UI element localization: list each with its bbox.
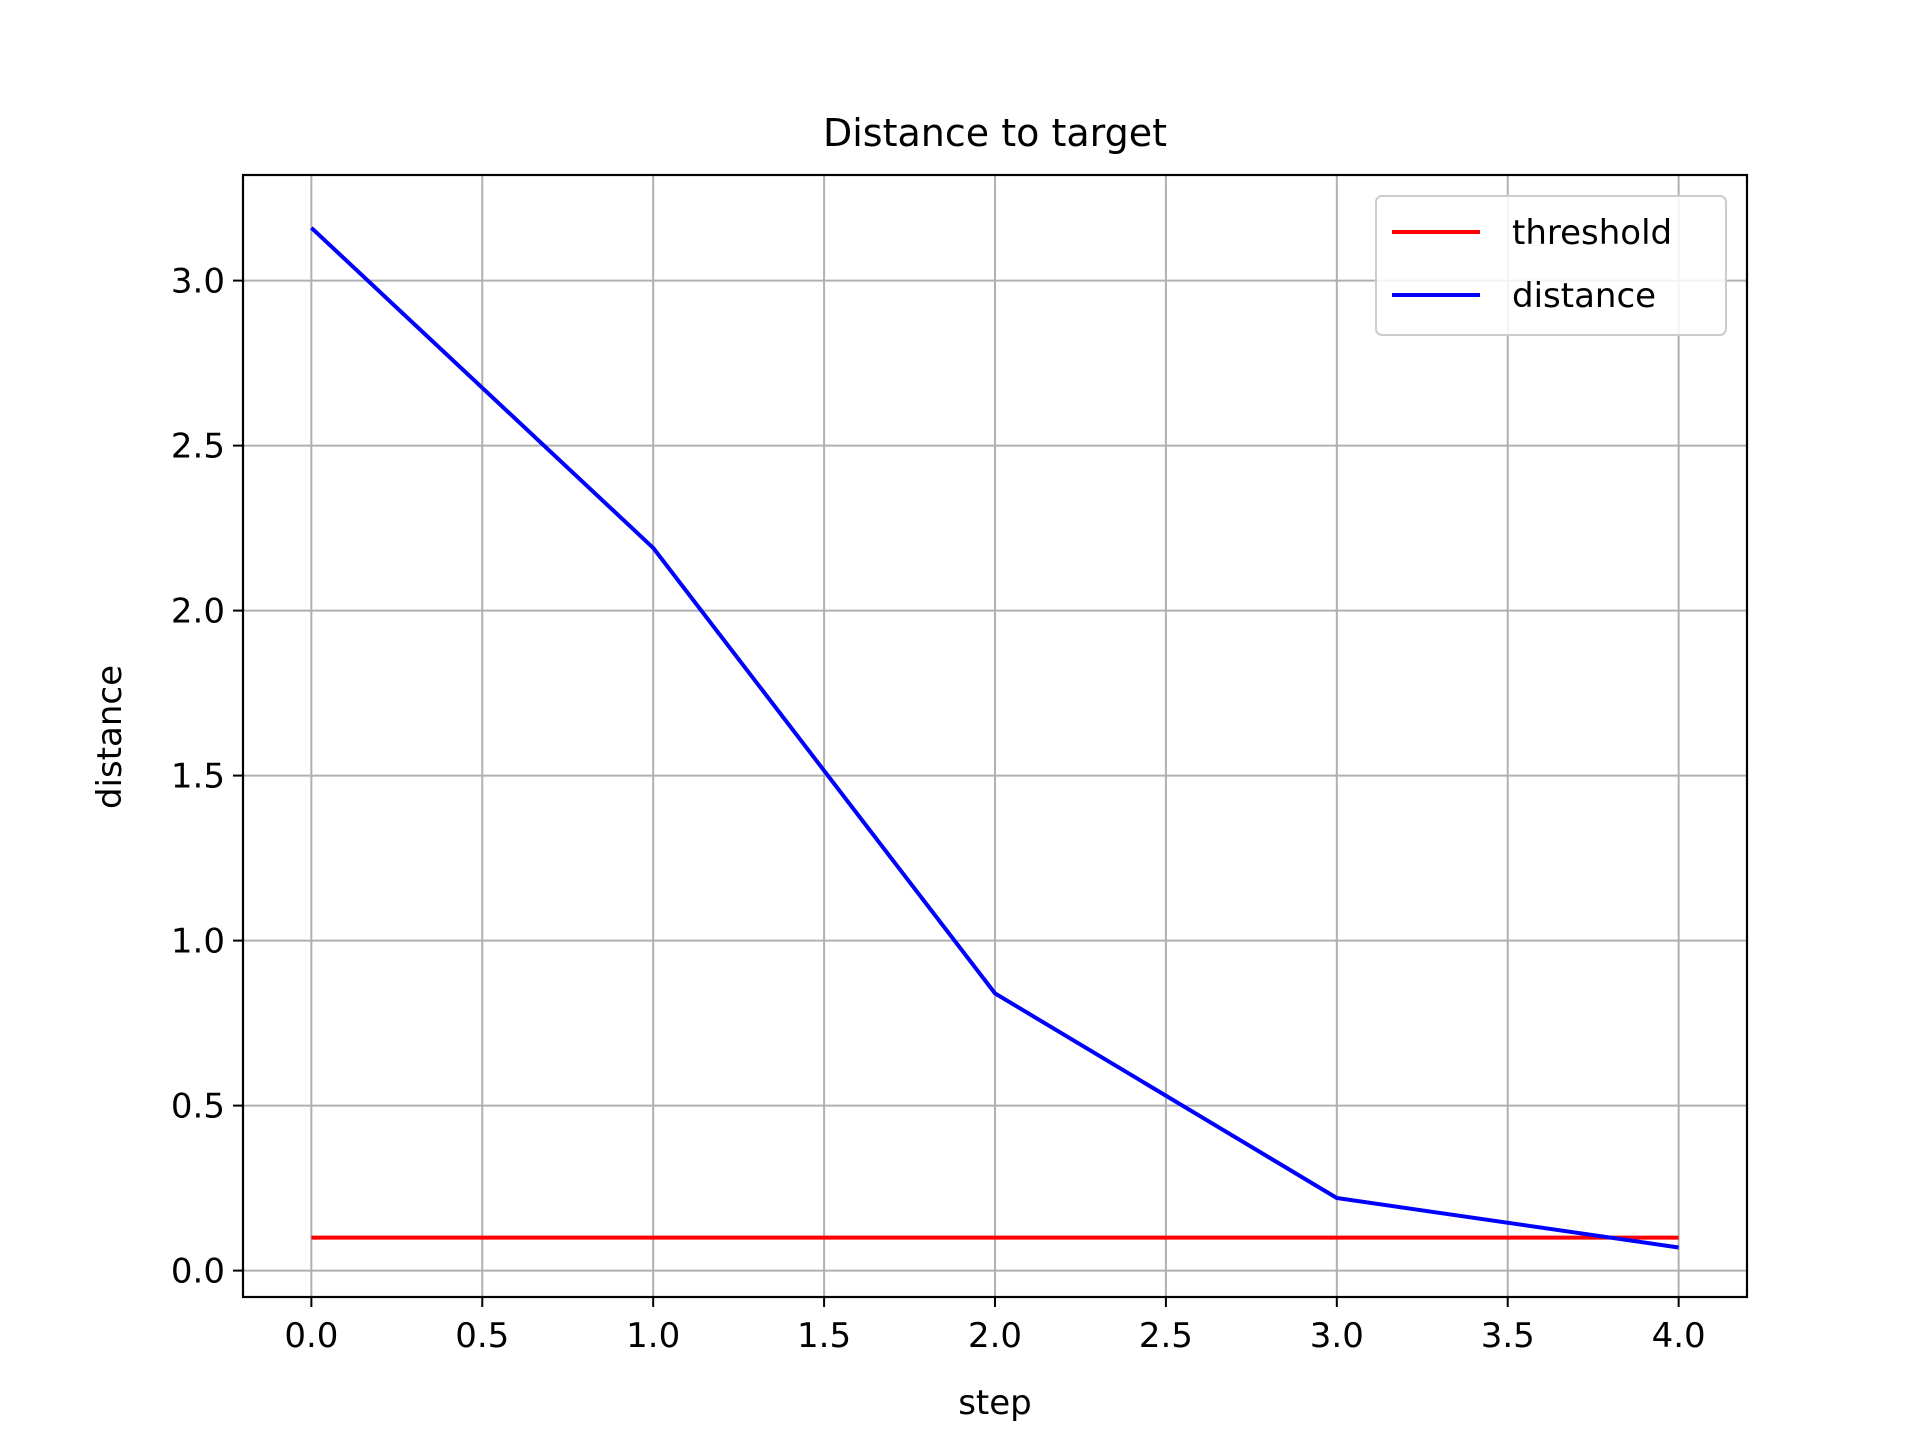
grid: [243, 175, 1747, 1297]
axis-ticks: 0.0 0.5 1.0 1.5 2.0 2.5 3.0 3.5 4.0 0.0 0.5 1.0 1.5 2…: [171, 262, 1706, 1356]
y-axis-label: distance: [90, 665, 130, 809]
chart-title: Distance to target: [823, 111, 1167, 155]
x-tick-label: 3.0: [1310, 1316, 1364, 1356]
x-tick-label: 0.0: [284, 1316, 338, 1356]
y-tick-label: 2.0: [171, 592, 225, 632]
legend-label-distance: distance: [1512, 276, 1656, 316]
x-tick-label: 4.0: [1652, 1316, 1706, 1356]
x-tick-label: 3.5: [1481, 1316, 1535, 1356]
series-lines: [310, 226, 1679, 1250]
y-tick-label: 0.5: [171, 1087, 225, 1127]
x-tick-label: 2.0: [968, 1316, 1022, 1356]
y-tick-label: 0.0: [171, 1252, 225, 1292]
x-tick-label: 1.0: [626, 1316, 680, 1356]
x-tick-label: 0.5: [455, 1316, 509, 1356]
legend: threshold distance: [1375, 195, 1727, 336]
x-tick-label: 2.5: [1139, 1316, 1193, 1356]
x-axis-label: step: [958, 1383, 1032, 1423]
y-tick-label: 2.5: [171, 427, 225, 467]
y-tick-label: 3.0: [171, 262, 225, 302]
x-tick-label: 1.5: [797, 1316, 851, 1356]
y-tick-label: 1.5: [171, 757, 225, 797]
y-tick-label: 1.0: [171, 922, 225, 962]
series-line-distance: [310, 226, 1679, 1250]
legend-label-threshold: threshold: [1512, 213, 1672, 253]
